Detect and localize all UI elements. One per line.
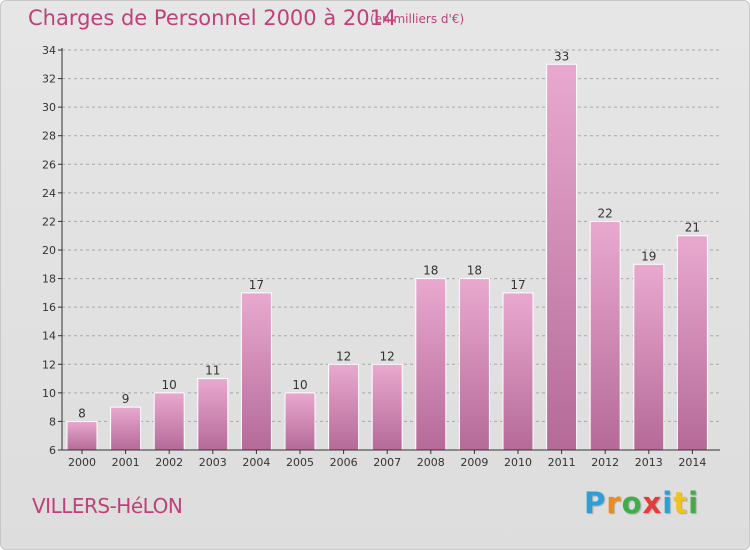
x-tick-label: 2007 bbox=[373, 456, 401, 469]
bar bbox=[676, 235, 708, 451]
logo-letter: o bbox=[621, 486, 643, 520]
data-label: 19 bbox=[641, 249, 656, 263]
x-tick-label: 2009 bbox=[460, 456, 488, 469]
logo-letter: x bbox=[642, 486, 663, 520]
y-tick-label: 8 bbox=[49, 415, 56, 428]
data-label: 12 bbox=[336, 349, 351, 363]
data-label: 22 bbox=[598, 206, 613, 220]
x-tick-label: 2008 bbox=[417, 456, 445, 469]
data-label: 10 bbox=[162, 378, 177, 392]
bar bbox=[415, 278, 447, 451]
data-label: 11 bbox=[205, 364, 220, 378]
bar bbox=[328, 363, 360, 451]
bar bbox=[66, 420, 98, 451]
data-label: 17 bbox=[510, 278, 525, 292]
x-tick-label: 2003 bbox=[199, 456, 227, 469]
x-tick-label: 2001 bbox=[112, 456, 140, 469]
y-tick-label: 10 bbox=[42, 387, 56, 400]
bar bbox=[633, 263, 665, 451]
data-label: 8 bbox=[78, 406, 86, 420]
y-tick-label: 34 bbox=[42, 44, 56, 57]
y-tick-label: 22 bbox=[42, 215, 56, 228]
data-label: 33 bbox=[554, 49, 569, 63]
y-tick-label: 12 bbox=[42, 358, 56, 371]
data-label: 21 bbox=[685, 221, 700, 235]
chart-title: Charges de Personnel 2000 à 2014 bbox=[28, 6, 397, 30]
bar bbox=[589, 220, 621, 451]
bar bbox=[240, 292, 272, 451]
data-label: 10 bbox=[292, 378, 307, 392]
bar bbox=[284, 392, 316, 451]
logo-letter: P bbox=[584, 486, 607, 520]
x-tick-label: 2014 bbox=[678, 456, 706, 469]
bar bbox=[546, 63, 578, 451]
y-tick-label: 6 bbox=[49, 444, 56, 457]
x-tick-label: 2010 bbox=[504, 456, 532, 469]
data-label: 18 bbox=[423, 264, 438, 278]
proxiti-logo: Proxiti bbox=[584, 486, 699, 520]
y-tick-label: 28 bbox=[42, 130, 56, 143]
bar bbox=[197, 378, 229, 451]
commune-name: VILLERS-HéLON bbox=[32, 494, 183, 518]
logo-letter: r bbox=[606, 486, 622, 520]
data-label: 9 bbox=[122, 392, 130, 406]
x-tick-label: 2005 bbox=[286, 456, 314, 469]
bar bbox=[502, 292, 534, 451]
y-tick-label: 16 bbox=[42, 301, 56, 314]
bars bbox=[66, 63, 708, 451]
data-label: 12 bbox=[380, 349, 395, 363]
logo-letter: t bbox=[673, 486, 689, 520]
axes bbox=[58, 48, 720, 454]
labels: 6 8 10 12 14 16 18 20 22 24 26 28 30 32 34 8 2000 9 2001 10… bbox=[42, 44, 706, 469]
x-tick-label: 2004 bbox=[242, 456, 270, 469]
data-label: 18 bbox=[467, 264, 482, 278]
y-tick-label: 30 bbox=[42, 101, 56, 114]
bar bbox=[371, 363, 403, 451]
logo-letter: i bbox=[688, 486, 700, 520]
x-tick-label: 2006 bbox=[330, 456, 358, 469]
data-label: 17 bbox=[249, 278, 264, 292]
y-tick-label: 32 bbox=[42, 73, 56, 86]
y-tick-label: 18 bbox=[42, 273, 56, 286]
bar bbox=[458, 278, 490, 451]
y-tick-label: 20 bbox=[42, 244, 56, 257]
x-tick-label: 2002 bbox=[155, 456, 183, 469]
bar bbox=[110, 406, 142, 451]
x-tick-label: 2012 bbox=[591, 456, 619, 469]
logo-letter: i bbox=[662, 486, 674, 520]
y-tick-label: 14 bbox=[42, 330, 56, 343]
unit-note: (en milliers d'€) bbox=[370, 12, 465, 26]
x-tick-label: 2013 bbox=[635, 456, 663, 469]
y-tick-label: 26 bbox=[42, 158, 56, 171]
x-tick-label: 2011 bbox=[548, 456, 576, 469]
y-tick-label: 24 bbox=[42, 187, 56, 200]
bar bbox=[153, 392, 185, 451]
x-tick-label: 2000 bbox=[68, 456, 96, 469]
